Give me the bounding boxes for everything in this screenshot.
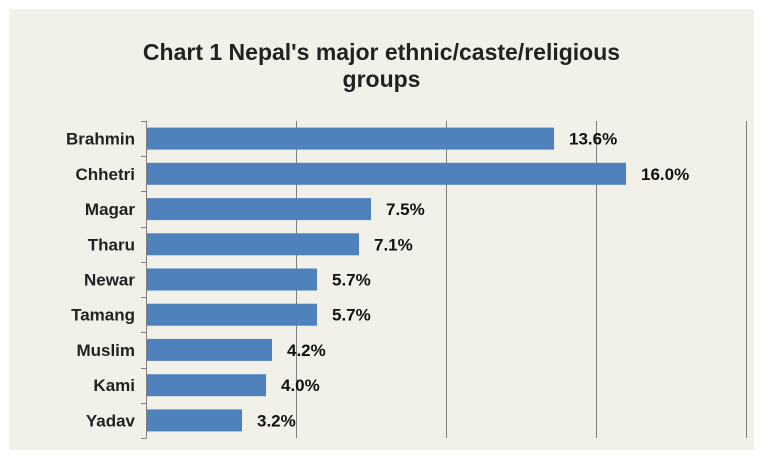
- bar-tharu: [146, 233, 359, 256]
- chart-title-line-2: groups: [342, 66, 421, 92]
- bar-brahmin: [146, 127, 554, 150]
- bar-muslim: [146, 338, 272, 361]
- value-label-yadav: 3.2%: [257, 411, 296, 430]
- bar-newar: [146, 268, 317, 291]
- value-label-tharu: 7.1%: [374, 235, 413, 254]
- bar-yadav: [146, 409, 242, 432]
- bar-chart-plot: Brahmin 13.6% Chhetri 16.0% Magar 7.5% Tharu 7.…: [66, 121, 747, 439]
- value-label-tamang: 5.7%: [332, 306, 371, 325]
- bar-chhetri: [146, 162, 626, 185]
- category-label-tamang: Tamang: [71, 306, 135, 325]
- value-label-brahmin: 13.6%: [569, 130, 617, 149]
- chart-title: Chart 1 Nepal's major ethnic/caste/relig…: [9, 39, 754, 93]
- value-label-magar: 7.5%: [386, 200, 425, 219]
- value-label-kami: 4.0%: [281, 376, 320, 395]
- bar-magar: [146, 198, 371, 221]
- category-label-kami: Kami: [93, 376, 135, 395]
- bar-kami: [146, 374, 266, 397]
- category-label-tharu: Tharu: [88, 235, 135, 254]
- category-label-brahmin: Brahmin: [66, 130, 135, 149]
- chart-area: Chart 1 Nepal's major ethnic/caste/relig…: [9, 9, 754, 450]
- bar-tamang: [146, 303, 317, 326]
- category-label-newar: Newar: [84, 271, 135, 290]
- category-label-muslim: Muslim: [76, 341, 135, 360]
- chart-title-line-1: Chart 1 Nepal's major ethnic/caste/relig…: [142, 39, 621, 65]
- category-label-chhetri: Chhetri: [76, 165, 136, 184]
- value-label-chhetri: 16.0%: [641, 165, 689, 184]
- value-label-muslim: 4.2%: [287, 341, 326, 360]
- value-label-newar: 5.7%: [332, 271, 371, 290]
- category-label-magar: Magar: [85, 200, 135, 219]
- category-label-yadav: Yadav: [86, 411, 136, 430]
